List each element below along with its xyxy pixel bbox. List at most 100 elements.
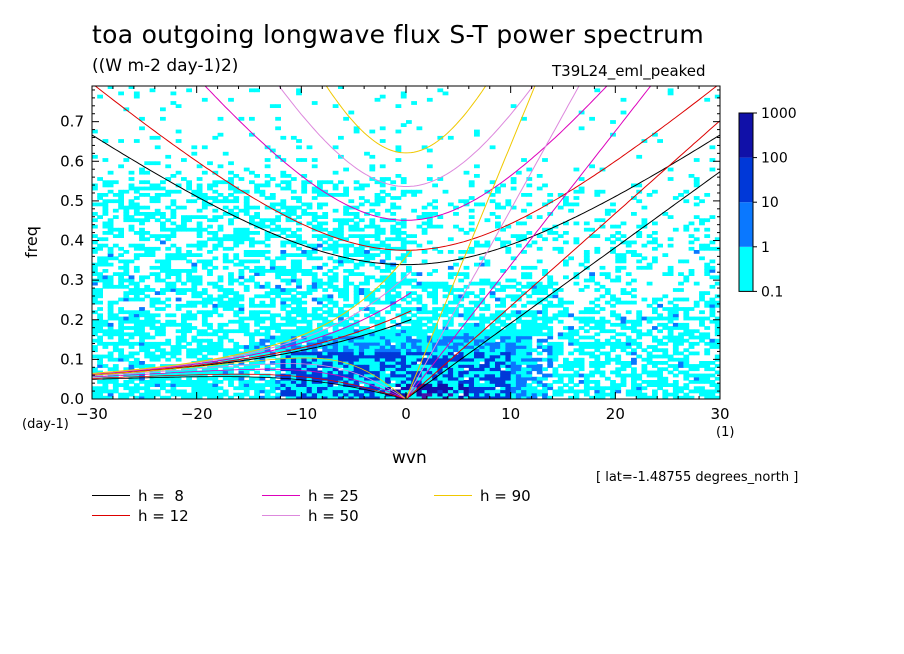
power-cell [568,341,574,346]
power-cell [453,348,459,353]
y-axis-unit: (day-1) [22,417,69,432]
power-cell [374,326,381,330]
power-cell [280,380,287,384]
power-cell [322,370,329,375]
power-cell [238,234,245,238]
power-cell [636,183,643,188]
power-cell [709,380,716,384]
power-cell [474,326,480,330]
power-cell [526,395,533,399]
power-cell [353,205,360,210]
power-cell [301,376,308,381]
power-cell [207,269,213,273]
power-cell [332,373,339,378]
power-cell [662,395,669,399]
power-cell [118,332,124,337]
power-cell [165,272,172,276]
power-cell [322,240,329,245]
power-cell [652,389,658,394]
power-cell [547,373,554,378]
power-cell [484,367,491,372]
power-cell [97,329,103,334]
power-cell [201,380,208,384]
power-cell [667,307,674,311]
power-cell [269,269,276,273]
power-cell [395,383,402,387]
power-cell [118,338,124,343]
power-cell [667,265,674,270]
power-cell [285,278,292,283]
power-cell [259,345,266,349]
power-cell [264,234,271,238]
power-cell [625,361,632,365]
power-cell [536,284,543,289]
power-cell [683,278,690,283]
power-cell [416,338,423,343]
power-cell [102,383,109,387]
power-cell [165,357,172,362]
power-cell [688,221,695,226]
power-cell [495,392,501,397]
power-cell [411,373,417,378]
power-cell [144,288,151,292]
power-cell [400,237,407,242]
power-cell [364,288,370,292]
power-cell [311,297,318,302]
power-cell [275,116,281,121]
power-cell [181,395,187,399]
power-cell [165,234,172,238]
power-cell [222,199,229,204]
power-cell [437,341,444,346]
power-cell [181,215,187,219]
power-cell [447,351,454,356]
power-cell [348,272,355,276]
power-cell [374,338,381,343]
power-cell [631,300,637,305]
power-cell [139,186,145,191]
power-cell [332,357,339,362]
power-cell [615,278,622,283]
power-cell [505,383,512,387]
power-cell [474,341,480,346]
power-cell [128,341,135,346]
power-cell [526,351,533,356]
power-cell [149,383,156,387]
power-cell [343,357,349,362]
power-cell [343,243,349,248]
power-cell [672,383,679,387]
power-cell [374,300,381,305]
power-cell [102,256,109,261]
power-cell [238,189,245,194]
power-cell [610,389,616,394]
power-cell [453,300,459,305]
power-cell [212,307,219,311]
power-cell [191,373,198,378]
power-cell [264,364,271,368]
power-cell [301,373,308,378]
power-cell [557,392,564,397]
power-cell [290,316,297,321]
power-cell [426,164,433,169]
power-cell [500,319,506,324]
power-cell [338,341,344,346]
power-cell [254,361,260,365]
power-cell [175,376,182,381]
power-cell [212,341,219,346]
power-cell [154,196,161,200]
power-cell [636,322,643,327]
power-cell [463,361,470,365]
power-cell [238,281,245,286]
power-cell [625,300,632,305]
power-cell [395,376,402,381]
power-cell [353,227,360,232]
power-cell [207,351,213,356]
power-cell [500,269,506,273]
power-cell [510,345,517,349]
power-cell [552,354,559,359]
power-cell [657,303,663,308]
power-cell [222,151,229,156]
power-cell [474,202,480,207]
power-cell [442,329,449,334]
power-cell [144,250,151,254]
power-cell [154,199,161,204]
